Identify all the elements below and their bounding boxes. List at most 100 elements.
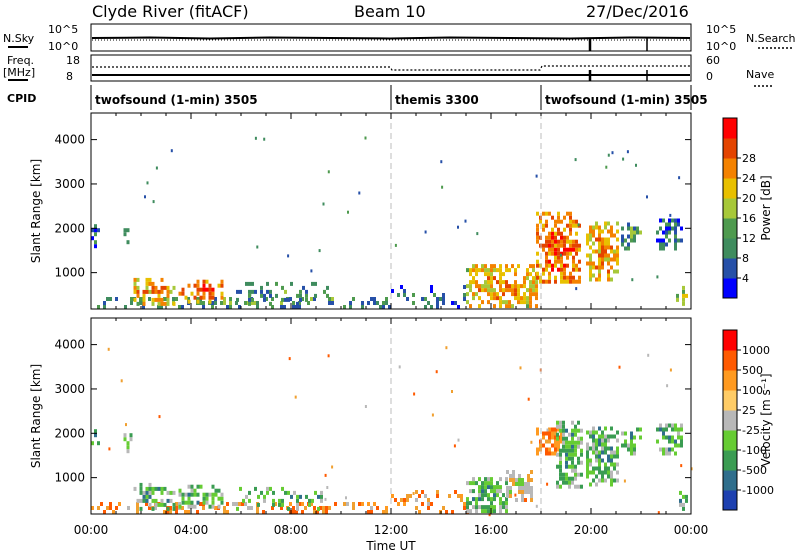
range-gate-cell — [563, 263, 566, 268]
range-gate-cell — [478, 296, 481, 301]
range-gate-cell — [144, 195, 146, 199]
range-gate-cell — [554, 451, 557, 456]
range-gate-cell — [610, 458, 613, 463]
range-gate-cell — [556, 432, 559, 437]
range-gate-cell — [548, 211, 551, 216]
range-gate-cell — [478, 505, 481, 510]
range-gate-cell — [499, 280, 502, 285]
range-gate-cell — [520, 284, 523, 289]
range-gate-cell — [545, 239, 548, 244]
range-gate-cell — [505, 477, 508, 482]
range-gate-cell — [557, 231, 560, 236]
range-gate-cell — [157, 502, 161, 507]
range-gate-cell — [481, 493, 484, 498]
range-gate-cell — [403, 502, 406, 506]
range-gate-cell — [598, 470, 601, 475]
range-gate-cell — [493, 509, 496, 514]
y-tick-label: 1000 — [54, 266, 85, 280]
range-gate-cell — [314, 281, 317, 286]
range-gate-cell — [506, 494, 509, 498]
y-tick-label: 1000 — [54, 471, 85, 485]
range-gate-cell — [310, 297, 313, 301]
range-gate-cell — [292, 510, 295, 514]
range-gate-cell — [484, 509, 487, 514]
range-gate-cell — [578, 247, 581, 252]
range-gate-cell — [616, 438, 619, 443]
range-gate-cell — [627, 447, 630, 452]
range-gate-cell — [536, 263, 539, 268]
range-gate-cell — [199, 484, 203, 489]
range-gate-cell — [677, 238, 680, 243]
range-gate-cell — [436, 494, 439, 498]
range-gate-cell — [610, 265, 613, 270]
range-gate-cell — [493, 493, 496, 498]
range-gate-cell — [469, 280, 472, 285]
range-gate-cell — [665, 423, 668, 428]
range-gate-cell — [574, 428, 577, 433]
range-gate-cell — [287, 506, 290, 511]
range-gate-cell — [571, 440, 574, 445]
range-gate-cell — [674, 234, 677, 239]
range-gate-cell — [571, 476, 574, 481]
range-gate-cell — [527, 482, 530, 486]
range-gate-cell — [364, 136, 367, 140]
range-gate-cell — [554, 263, 557, 268]
range-gate-cell — [677, 427, 680, 432]
range-gate-cell — [289, 297, 292, 301]
range-gate-cell — [475, 497, 478, 502]
range-gate-cell — [472, 497, 475, 502]
range-gate-cell — [172, 301, 176, 306]
range-gate-cell — [539, 279, 542, 284]
range-gate-cell — [530, 440, 533, 444]
range-gate-cell — [601, 245, 604, 250]
range-gate-cell — [542, 279, 545, 284]
range-gate-cell — [304, 506, 307, 510]
range-gate-cell — [680, 238, 683, 243]
range-gate-cell — [671, 447, 674, 452]
range-gate-cell — [671, 218, 674, 223]
range-gate-cell — [565, 464, 568, 469]
range-gate-cell — [181, 305, 184, 309]
range-gate-cell — [560, 275, 563, 280]
range-gate-cell — [536, 259, 539, 264]
range-gate-cell — [610, 474, 613, 479]
range-gate-cell — [572, 223, 575, 228]
range-gate-cell — [391, 289, 394, 293]
range-gate-cell — [193, 295, 197, 300]
range-gate-cell — [187, 510, 190, 514]
range-gate-cell — [298, 301, 301, 305]
colorbar-tick-label: 1000 — [742, 344, 770, 357]
range-gate-cell — [548, 447, 551, 452]
range-gate-cell — [560, 259, 563, 264]
nave-tick-top: 60 — [706, 54, 720, 67]
range-gate-cell — [560, 435, 563, 440]
range-gate-cell — [571, 468, 574, 473]
range-gate-cell — [166, 301, 170, 306]
range-gate-cell — [451, 510, 454, 514]
range-gate-cell — [487, 481, 490, 486]
colorbar-swatch — [723, 218, 737, 239]
range-gate-cell — [566, 275, 569, 280]
range-gate-cell — [196, 283, 200, 288]
range-gate-cell — [481, 284, 484, 289]
range-gate-cell — [490, 292, 493, 297]
range-gate-cell — [578, 243, 581, 248]
range-gate-cell — [595, 249, 598, 254]
range-gate-cell — [568, 476, 571, 481]
range-gate-cell — [481, 288, 484, 293]
range-gate-cell — [248, 281, 251, 286]
range-gate-cell — [305, 297, 308, 302]
range-gate-cell — [478, 493, 481, 498]
range-gate-cell — [463, 285, 466, 289]
range-gate-cell — [519, 366, 522, 370]
range-gate-cell — [535, 174, 538, 178]
range-gate-cell — [665, 427, 668, 432]
range-gate-cell — [574, 476, 577, 481]
range-gate-cell — [487, 493, 490, 498]
range-gate-cell — [545, 235, 548, 240]
range-gate-cell — [589, 462, 592, 467]
range-gate-cell — [490, 284, 493, 289]
range-gate-cell — [299, 494, 302, 499]
range-gate-cell — [409, 494, 412, 498]
